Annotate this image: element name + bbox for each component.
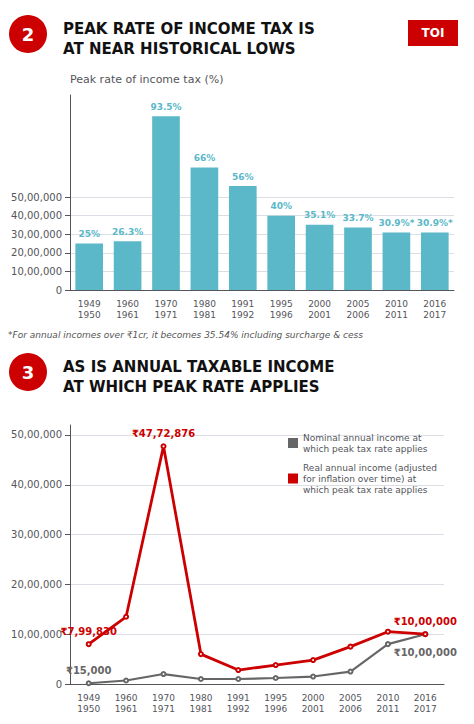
svg-text:30.9%*: 30.9%* <box>417 218 453 228</box>
svg-text:30,00,000: 30,00,000 <box>11 529 62 540</box>
svg-text:20,00,000: 20,00,000 <box>11 579 62 590</box>
svg-text:93.5%: 93.5% <box>150 102 181 112</box>
svg-text:1980: 1980 <box>189 693 212 703</box>
svg-text:2011: 2011 <box>376 704 399 714</box>
svg-text:Real annual income (adjusted: Real annual income (adjusted <box>303 463 437 473</box>
svg-text:1960: 1960 <box>116 299 139 309</box>
svg-text:2016: 2016 <box>423 299 446 309</box>
svg-text:40,00,000: 40,00,000 <box>11 479 62 490</box>
svg-text:1949: 1949 <box>78 299 101 309</box>
svg-text:1981: 1981 <box>189 704 212 714</box>
svg-text:1995: 1995 <box>270 299 293 309</box>
svg-text:2017: 2017 <box>414 704 437 714</box>
svg-text:33.7%: 33.7% <box>342 213 373 223</box>
svg-text:40%: 40% <box>270 201 292 211</box>
svg-text:2016: 2016 <box>414 693 437 703</box>
svg-text:2010: 2010 <box>385 299 408 309</box>
svg-text:1971: 1971 <box>155 310 178 320</box>
svg-text:1981: 1981 <box>193 310 216 320</box>
svg-text:2010: 2010 <box>376 693 399 703</box>
svg-text:2017: 2017 <box>423 310 446 320</box>
svg-text:1996: 1996 <box>264 704 287 714</box>
svg-text:AT NEAR HISTORICAL LOWS: AT NEAR HISTORICAL LOWS <box>63 40 296 58</box>
svg-text:40,00,000: 40,00,000 <box>11 210 62 221</box>
svg-text:0: 0 <box>56 285 62 296</box>
svg-text:AS IS ANNUAL TAXABLE INCOME: AS IS ANNUAL TAXABLE INCOME <box>63 358 334 376</box>
svg-text:₹10,00,000: ₹10,00,000 <box>394 647 457 658</box>
svg-text:10,00,000: 10,00,000 <box>11 266 62 277</box>
svg-text:0: 0 <box>56 679 62 690</box>
svg-text:2000: 2000 <box>302 693 325 703</box>
svg-text:Peak rate of income tax (%): Peak rate of income tax (%) <box>70 73 223 86</box>
svg-text:50,00,000: 50,00,000 <box>11 192 62 203</box>
svg-text:56%: 56% <box>232 172 254 182</box>
svg-text:2001: 2001 <box>302 704 325 714</box>
svg-text:PEAK RATE OF INCOME TAX IS: PEAK RATE OF INCOME TAX IS <box>63 20 315 38</box>
svg-text:1949: 1949 <box>77 693 100 703</box>
svg-text:1995: 1995 <box>264 693 287 703</box>
svg-text:which peak tax rate applies: which peak tax rate applies <box>303 485 428 495</box>
svg-text:2005: 2005 <box>339 693 362 703</box>
svg-text:₹7,99,830: ₹7,99,830 <box>61 626 117 637</box>
svg-text:2000: 2000 <box>308 299 331 309</box>
svg-text:₹47,72,876: ₹47,72,876 <box>132 428 195 439</box>
svg-text:1992: 1992 <box>227 704 250 714</box>
svg-text:₹10,00,000: ₹10,00,000 <box>394 616 457 627</box>
svg-text:26.3%: 26.3% <box>112 227 143 237</box>
svg-text:1950: 1950 <box>78 310 101 320</box>
svg-text:1996: 1996 <box>270 310 293 320</box>
svg-text:2006: 2006 <box>339 704 362 714</box>
svg-text:1961: 1961 <box>115 704 138 714</box>
svg-text:30.9%*: 30.9%* <box>378 218 414 228</box>
svg-text:2006: 2006 <box>347 310 370 320</box>
svg-text:1960: 1960 <box>115 693 138 703</box>
svg-text:1980: 1980 <box>193 299 216 309</box>
svg-text:50,00,000: 50,00,000 <box>11 429 62 440</box>
svg-text:20,00,000: 20,00,000 <box>11 247 62 258</box>
svg-text:2005: 2005 <box>347 299 370 309</box>
svg-text:1950: 1950 <box>77 704 100 714</box>
svg-text:1961: 1961 <box>116 310 139 320</box>
svg-text:10,00,000: 10,00,000 <box>11 629 62 640</box>
svg-text:which peak tax rate applies: which peak tax rate applies <box>303 444 428 454</box>
svg-text:25%: 25% <box>78 229 100 239</box>
svg-text:Nominal annual income at: Nominal annual income at <box>303 433 422 443</box>
svg-text:*For annual incomes over ₹1cr,: *For annual incomes over ₹1cr, it become… <box>8 330 363 340</box>
svg-text:1970: 1970 <box>152 693 175 703</box>
svg-text:AT WHICH PEAK RATE APPLIES: AT WHICH PEAK RATE APPLIES <box>63 378 320 396</box>
svg-text:35.1%: 35.1% <box>304 210 335 220</box>
svg-text:3: 3 <box>22 362 35 383</box>
svg-text:1971: 1971 <box>152 704 175 714</box>
svg-text:1991: 1991 <box>227 693 250 703</box>
svg-text:1970: 1970 <box>155 299 178 309</box>
svg-text:2011: 2011 <box>385 310 408 320</box>
svg-text:1992: 1992 <box>231 310 254 320</box>
svg-text:for inflation over time) at: for inflation over time) at <box>303 474 417 484</box>
svg-text:TOI: TOI <box>422 26 445 40</box>
svg-text:2001: 2001 <box>308 310 331 320</box>
svg-text:1991: 1991 <box>231 299 254 309</box>
svg-text:2: 2 <box>22 24 35 45</box>
svg-text:30,00,000: 30,00,000 <box>11 229 62 240</box>
svg-text:₹15,000: ₹15,000 <box>66 665 112 676</box>
svg-text:66%: 66% <box>194 153 216 163</box>
